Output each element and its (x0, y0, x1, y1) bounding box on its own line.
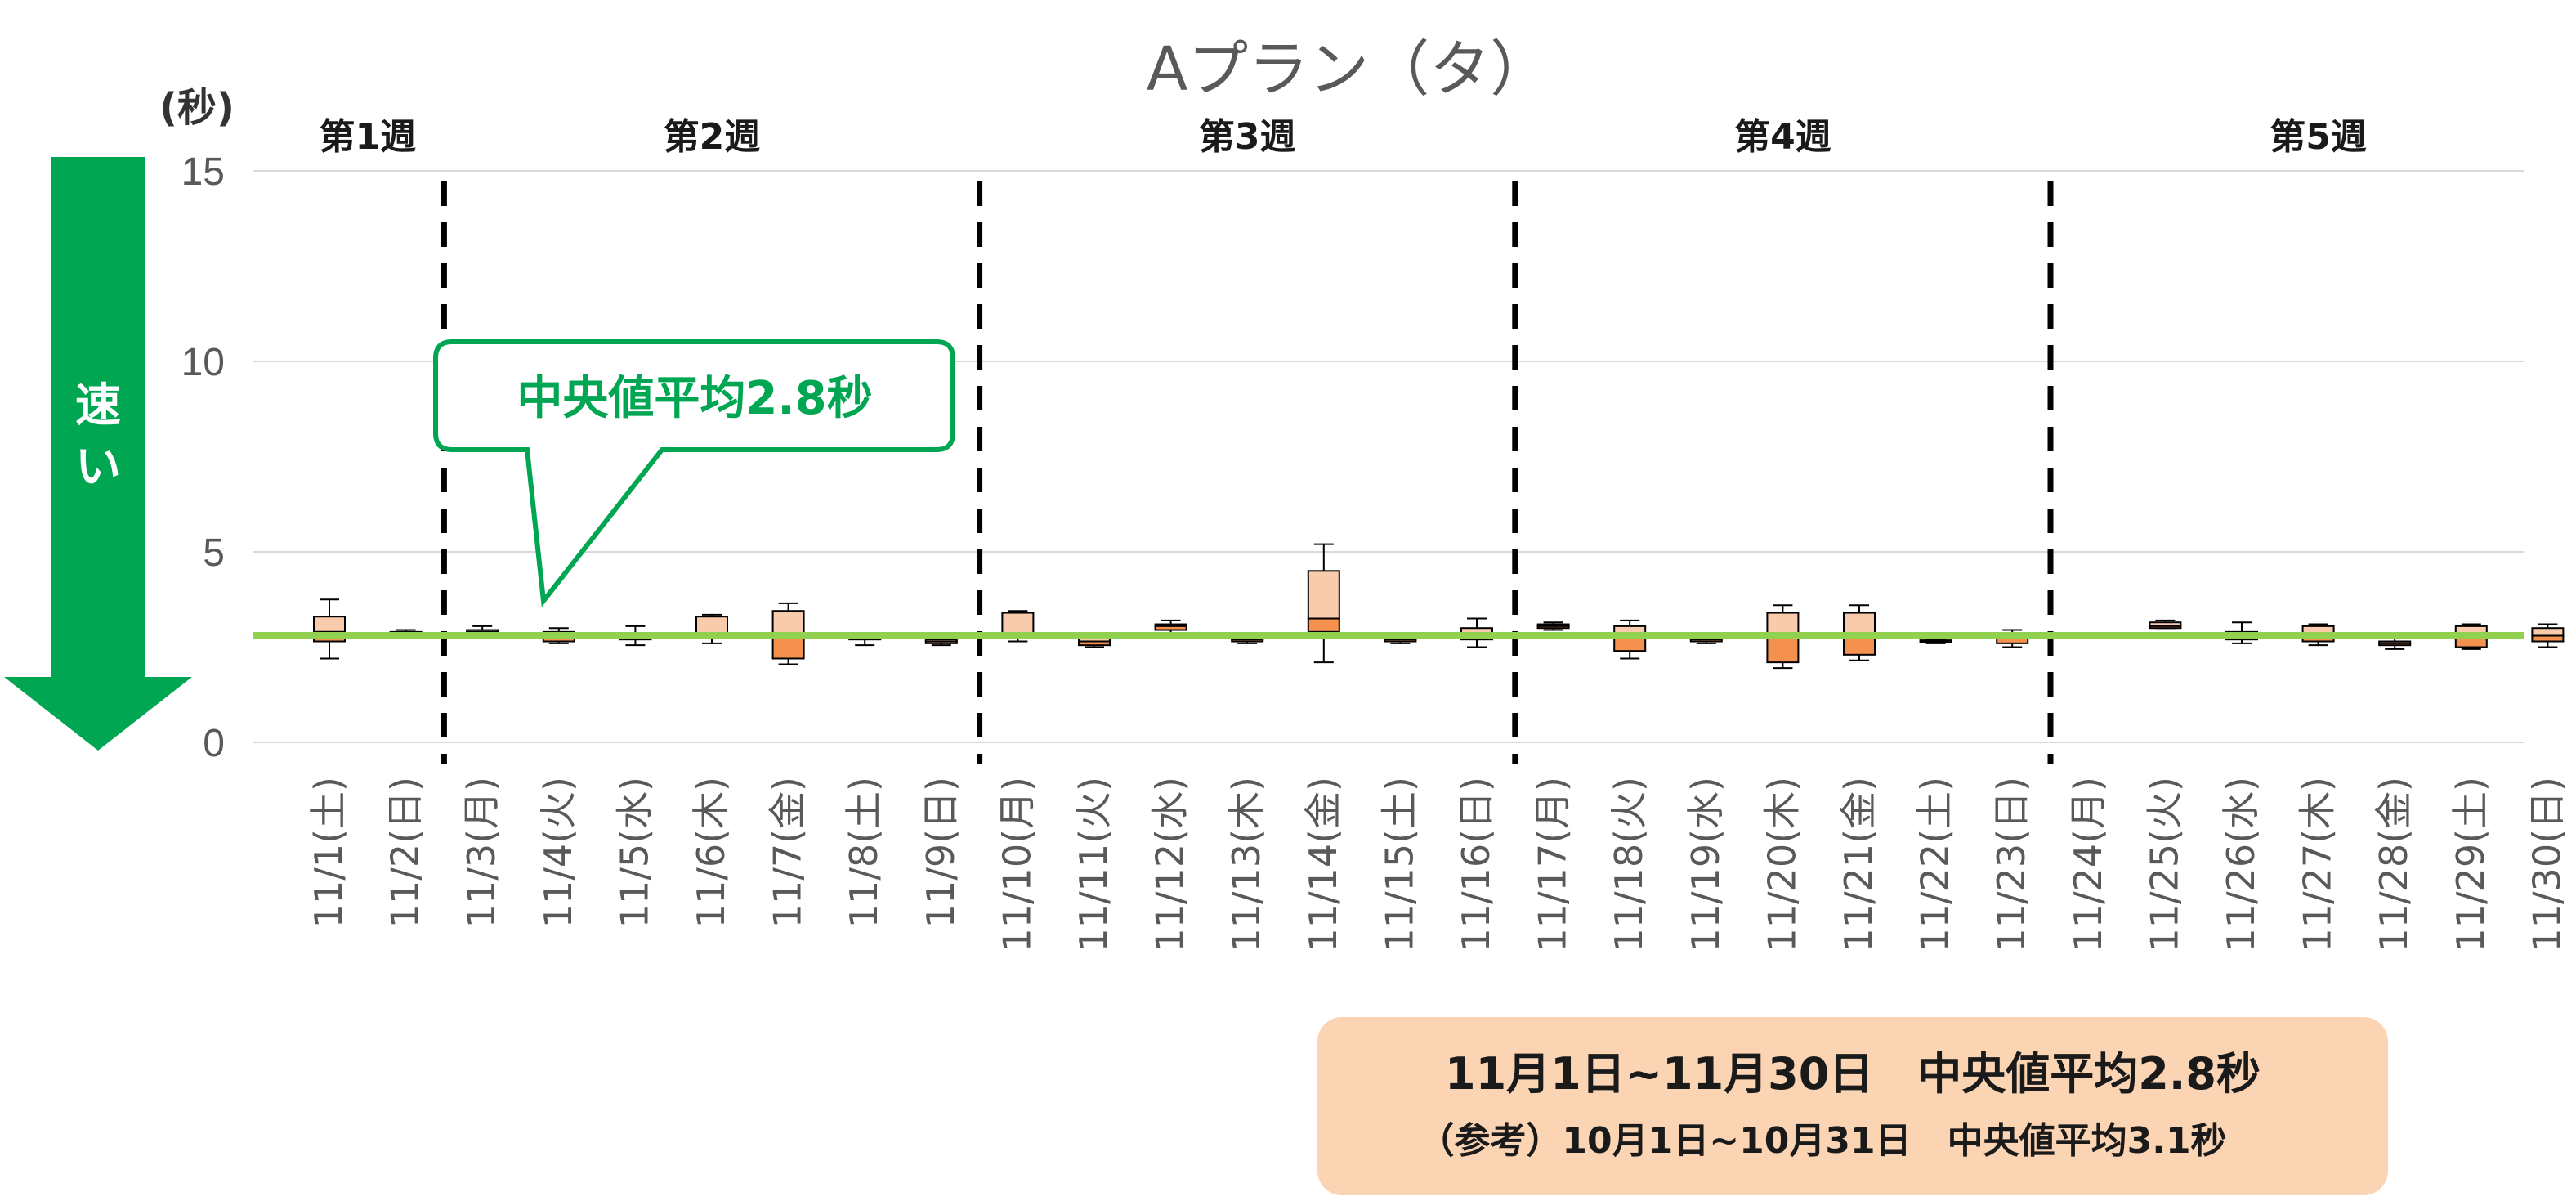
box-25 (2149, 619, 2182, 630)
box-lower-quartile (1307, 617, 1340, 633)
y-tick-label: 0 (203, 722, 225, 765)
box-lower-quartile (1154, 625, 1187, 631)
y-tick-label: 10 (181, 341, 225, 384)
box-lower-quartile (1689, 639, 1723, 643)
box-18 (1613, 619, 1647, 660)
x-tick-label: 11/5(水) (612, 777, 656, 928)
box-21 (1843, 604, 1876, 661)
y-axis-unit: (秒) (159, 85, 235, 131)
median-callout: 中央値平均2.8秒 (433, 339, 955, 607)
summary-line-1: 11月1日~11月30日 中央値平均2.8秒 (1445, 1048, 2261, 1100)
box-30 (2531, 623, 2565, 648)
box-20 (1766, 604, 1800, 670)
box-22 (1919, 639, 1952, 644)
x-tick-label: 11/17(月) (1531, 777, 1575, 952)
callout-text: 中央値平均2.8秒 (517, 372, 872, 425)
x-tick-label: 11/25(火) (2142, 777, 2186, 952)
box-1 (313, 598, 346, 660)
callout-bubble (433, 339, 955, 607)
fast-direction-arrow: 速 い (4, 157, 192, 751)
x-tick-label: 11/19(水) (1684, 777, 1728, 952)
box-lower-quartile (2378, 642, 2412, 647)
box-upper-quartile (1001, 612, 1035, 635)
x-tick-label: 11/12(水) (1148, 777, 1192, 952)
x-tick-label: 11/21(金) (1836, 777, 1881, 952)
box-series (313, 543, 2565, 670)
x-tick-label: 11/4(火) (536, 777, 580, 928)
x-tick-label: 11/26(水) (2219, 777, 2263, 952)
x-tick-label: 11/29(土) (2449, 777, 2493, 952)
box-lower-quartile (924, 640, 958, 644)
box-upper-quartile (1843, 612, 1876, 635)
box-lower-quartile (1231, 639, 1264, 643)
x-tick-label: 11/9(日) (919, 777, 963, 928)
box-lower-quartile (1078, 640, 1111, 647)
x-tick-label: 11/14(金) (1301, 777, 1345, 952)
box-lower-quartile (2531, 634, 2565, 643)
x-tick-label: 11/22(土) (1913, 777, 1957, 952)
x-tick-label: 11/16(日) (1454, 777, 1498, 952)
arrow-label-2: い (75, 441, 121, 494)
week-label: 第4週 (1734, 116, 1831, 158)
y-tick-label: 5 (203, 531, 225, 575)
x-tick-label: 11/27(木) (2296, 777, 2340, 952)
x-tick-label: 11/30(日) (2525, 777, 2569, 952)
box-12 (1154, 619, 1187, 635)
week-label: 第5週 (2270, 116, 2367, 158)
summary-background (1317, 1017, 2388, 1195)
x-tick-label: 11/11(火) (1071, 777, 1116, 952)
x-tick-label: 11/10(月) (995, 777, 1039, 952)
week-labels: 第1週 第2週 第3週 第4週 第5週 (319, 116, 2366, 158)
box-upper-quartile (1307, 570, 1340, 620)
box-upper-quartile (695, 616, 728, 635)
summary-line-2: （参考）10月1日~10月31日 中央値平均3.1秒 (1418, 1120, 2226, 1162)
box-lower-quartile (1384, 639, 1417, 643)
x-tick-label: 11/1(土) (306, 777, 351, 928)
y-tick-label: 15 (181, 150, 225, 194)
chart-title: Aプラン（タ） (1147, 34, 1551, 105)
box-lower-quartile (1536, 625, 1570, 630)
y-axis-ticks: 0 5 10 15 (181, 150, 225, 765)
box-upper-quartile (313, 616, 346, 633)
x-tick-label: 11/24(月) (2066, 777, 2110, 952)
x-tick-label: 11/28(金) (2372, 777, 2416, 952)
box-upper-quartile (1766, 612, 1800, 635)
x-tick-label: 11/7(金) (766, 777, 810, 928)
x-tick-label: 11/13(木) (1224, 777, 1268, 952)
x-tick-label: 11/15(土) (1377, 777, 1421, 952)
box-upper-quartile (2531, 627, 2565, 637)
box-lower-quartile (1613, 636, 1647, 652)
week-label: 第3週 (1199, 116, 1296, 158)
arrow-label-1: 速 (75, 379, 121, 432)
week-dividers (441, 181, 2054, 764)
x-tick-label: 11/20(木) (1760, 777, 1804, 952)
box-lower-quartile (2149, 625, 2182, 630)
x-tick-label: 11/3(月) (459, 777, 503, 928)
week-label: 第1週 (319, 116, 416, 158)
x-tick-label: 11/18(火) (1607, 777, 1651, 952)
x-tick-label: 11/2(日) (383, 777, 427, 928)
week-label: 第2週 (664, 116, 761, 158)
x-tick-label: 11/8(土) (842, 777, 886, 928)
summary-box: 11月1日~11月30日 中央値平均2.8秒 （参考）10月1日~10月31日 … (1317, 1017, 2388, 1195)
down-arrow-icon (4, 157, 192, 751)
box-lower-quartile (1919, 640, 1952, 643)
box-14 (1307, 543, 1340, 664)
x-axis-labels: 11/1(土) 11/2(日) 11/3(月) 11/4(火) 11/5(水) 11/6(… (306, 777, 2569, 952)
box-17 (1536, 621, 1570, 631)
box-upper-quartile (771, 610, 805, 635)
x-tick-label: 11/6(木) (689, 777, 733, 928)
x-tick-label: 11/23(日) (1989, 777, 2033, 952)
